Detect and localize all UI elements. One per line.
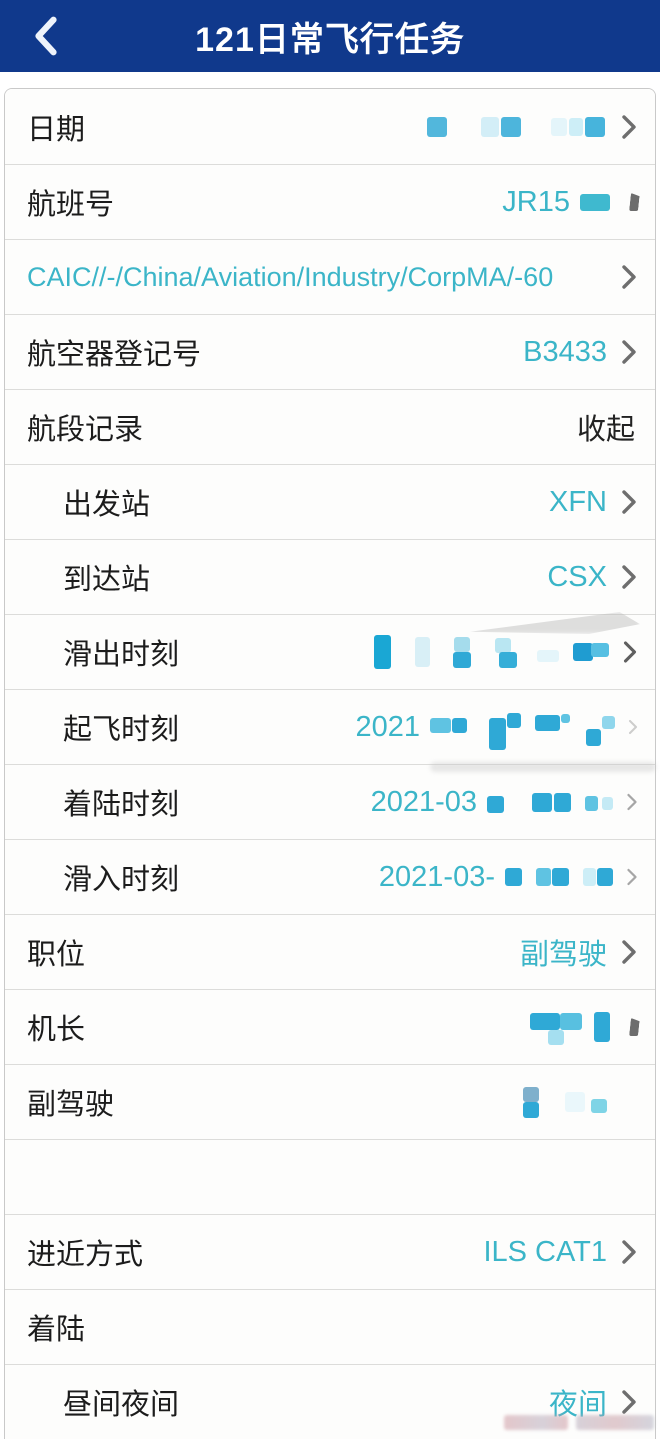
landing-time-value: 2021-03 [370,785,477,818]
takeoff-redacted [430,711,617,750]
row-date[interactable]: 日期 [5,89,655,164]
taxi-out-redacted [374,635,611,669]
flight-number-redacted [580,193,610,211]
chevron-right-icon [623,641,637,663]
chevron-right-icon [622,490,636,514]
arrival-label: 到达站 [63,564,151,596]
takeoff-label: 起飞时刻 [63,714,180,746]
chevron-right-icon [627,793,637,811]
flight-number-label: 航班号 [27,189,115,221]
row-departure-station[interactable]: 出发站 XFN [5,464,655,539]
row-arrival-station[interactable]: 到达站 CSX [5,539,655,614]
row-landing-time[interactable]: 着陆时刻 2021-03 [5,764,655,839]
row-aircraft-type-link[interactable]: CAIC//-/China/Aviation/Industry/CorpMA/-… [5,239,655,314]
chevron-left-icon [35,16,57,56]
app-header: 121日常飞行任务 [0,0,660,72]
landing-time-redacted [487,792,615,813]
row-taxi-in-time[interactable]: 滑入时刻 2021-03- [5,839,655,914]
day-night-label: 昼间夜间 [63,1389,180,1421]
chevron-right-icon [622,1390,636,1414]
aircraft-type-value: CAIC//-/China/Aviation/Industry/CorpMA/-… [27,261,554,292]
row-first-officer[interactable]: 副驾驶 [5,1064,655,1139]
partial-chevron-mark [629,193,640,211]
chevron-right-icon [628,719,638,735]
landing-time-label: 着陆时刻 [63,789,180,821]
day-night-value: 夜间 [548,1389,607,1421]
chevron-right-icon [622,1240,636,1264]
chevron-right-icon [627,868,637,886]
partial-chevron-mark [629,1018,640,1036]
row-flight-number[interactable]: 航班号 JR15 [5,164,655,239]
departure-value: XFN [549,485,607,518]
landing-section-label: 着陆 [27,1314,86,1346]
row-day-night[interactable]: 昼间夜间 夜间 [5,1364,655,1439]
segment-record-label: 航段记录 [27,414,144,446]
position-label: 职位 [27,939,86,971]
registration-label: 航空器登记号 [27,339,202,371]
row-takeoff-time[interactable]: 起飞时刻 2021 [5,689,655,764]
chevron-right-icon [622,114,636,139]
chevron-right-icon [622,265,636,289]
takeoff-value: 2021 [355,710,420,743]
flight-task-form: 日期 航班号 JR15 CAIC//-/China/Aviation/Indus… [4,88,656,1439]
row-segment-record: 航段记录 收起 [5,389,655,464]
date-label: 日期 [27,113,86,146]
row-aircraft-registration[interactable]: 航空器登记号 B3433 [5,314,655,389]
chevron-right-icon [622,565,636,589]
approach-value: ILS CAT1 [483,1235,607,1268]
first-officer-label: 副驾驶 [27,1089,115,1121]
chevron-right-icon [622,340,636,364]
taxi-out-label: 滑出时刻 [63,639,180,671]
date-redacted-value [427,116,609,137]
row-empty [5,1139,655,1214]
row-position[interactable]: 职位 副驾驶 [5,914,655,989]
first-officer-redacted [523,1086,631,1118]
taxi-in-label: 滑入时刻 [63,864,180,896]
registration-value: B3433 [523,335,607,368]
row-taxi-out-time[interactable]: 滑出时刻 [5,614,655,689]
collapse-toggle[interactable]: 收起 [576,414,635,446]
position-value: 副驾驶 [519,939,607,971]
arrival-value: CSX [547,560,607,593]
taxi-in-value: 2021-03- [378,860,495,893]
page-title: 121日常飞行任务 [195,20,465,59]
taxi-in-redacted [505,868,615,886]
departure-label: 出发站 [63,489,151,521]
captain-redacted [530,1012,610,1045]
row-approach-type[interactable]: 进近方式 ILS CAT1 [5,1214,655,1289]
captain-label: 机长 [27,1014,86,1046]
row-landing-section: 着陆 [5,1289,655,1364]
back-button[interactable] [26,14,66,58]
chevron-right-icon [622,940,636,964]
row-captain[interactable]: 机长 [5,989,655,1064]
flight-number-value: JR15 [502,185,570,218]
approach-label: 进近方式 [27,1239,144,1271]
